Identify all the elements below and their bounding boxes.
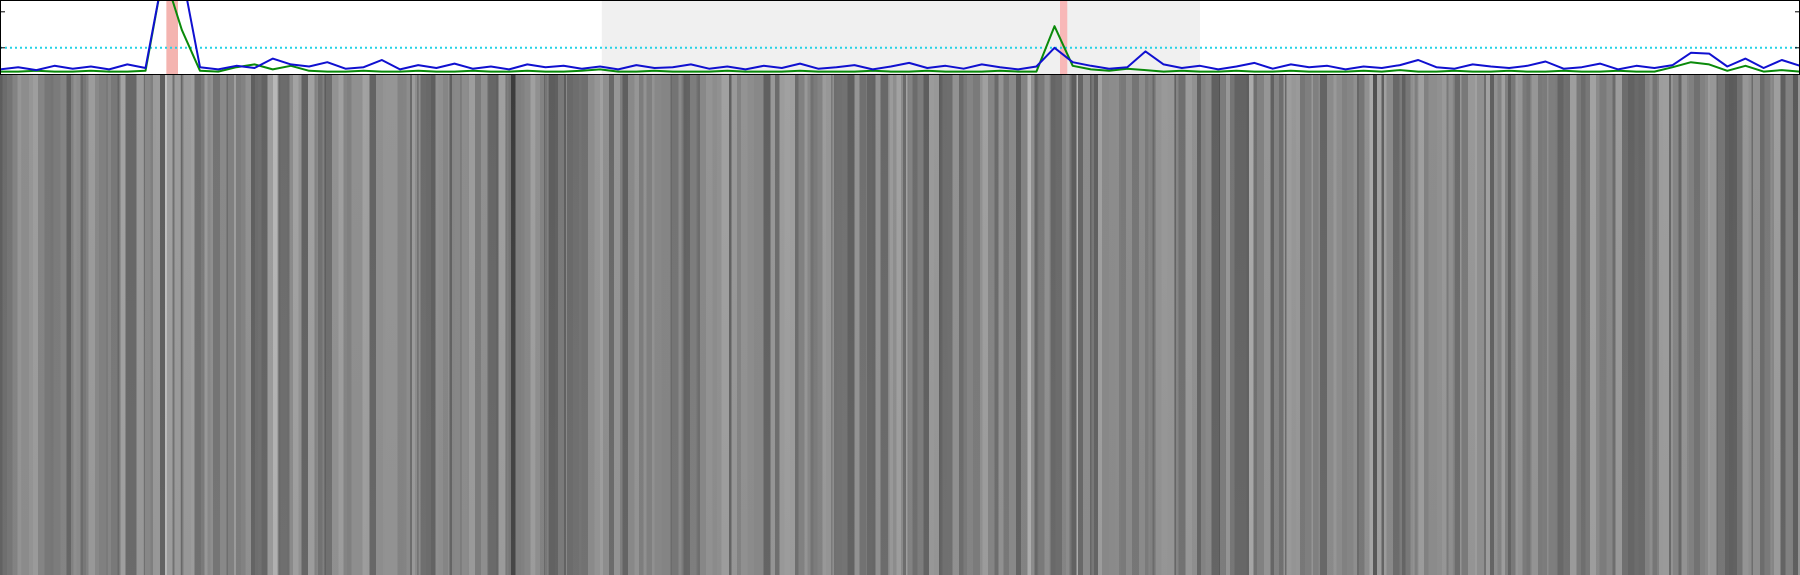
signal-plot (0, 0, 1800, 75)
span (601, 0, 1200, 75)
series-line (0, 0, 1800, 72)
series-line (0, 0, 1800, 73)
span (1060, 0, 1068, 75)
span (166, 0, 178, 75)
grayscale-image (0, 75, 1800, 575)
